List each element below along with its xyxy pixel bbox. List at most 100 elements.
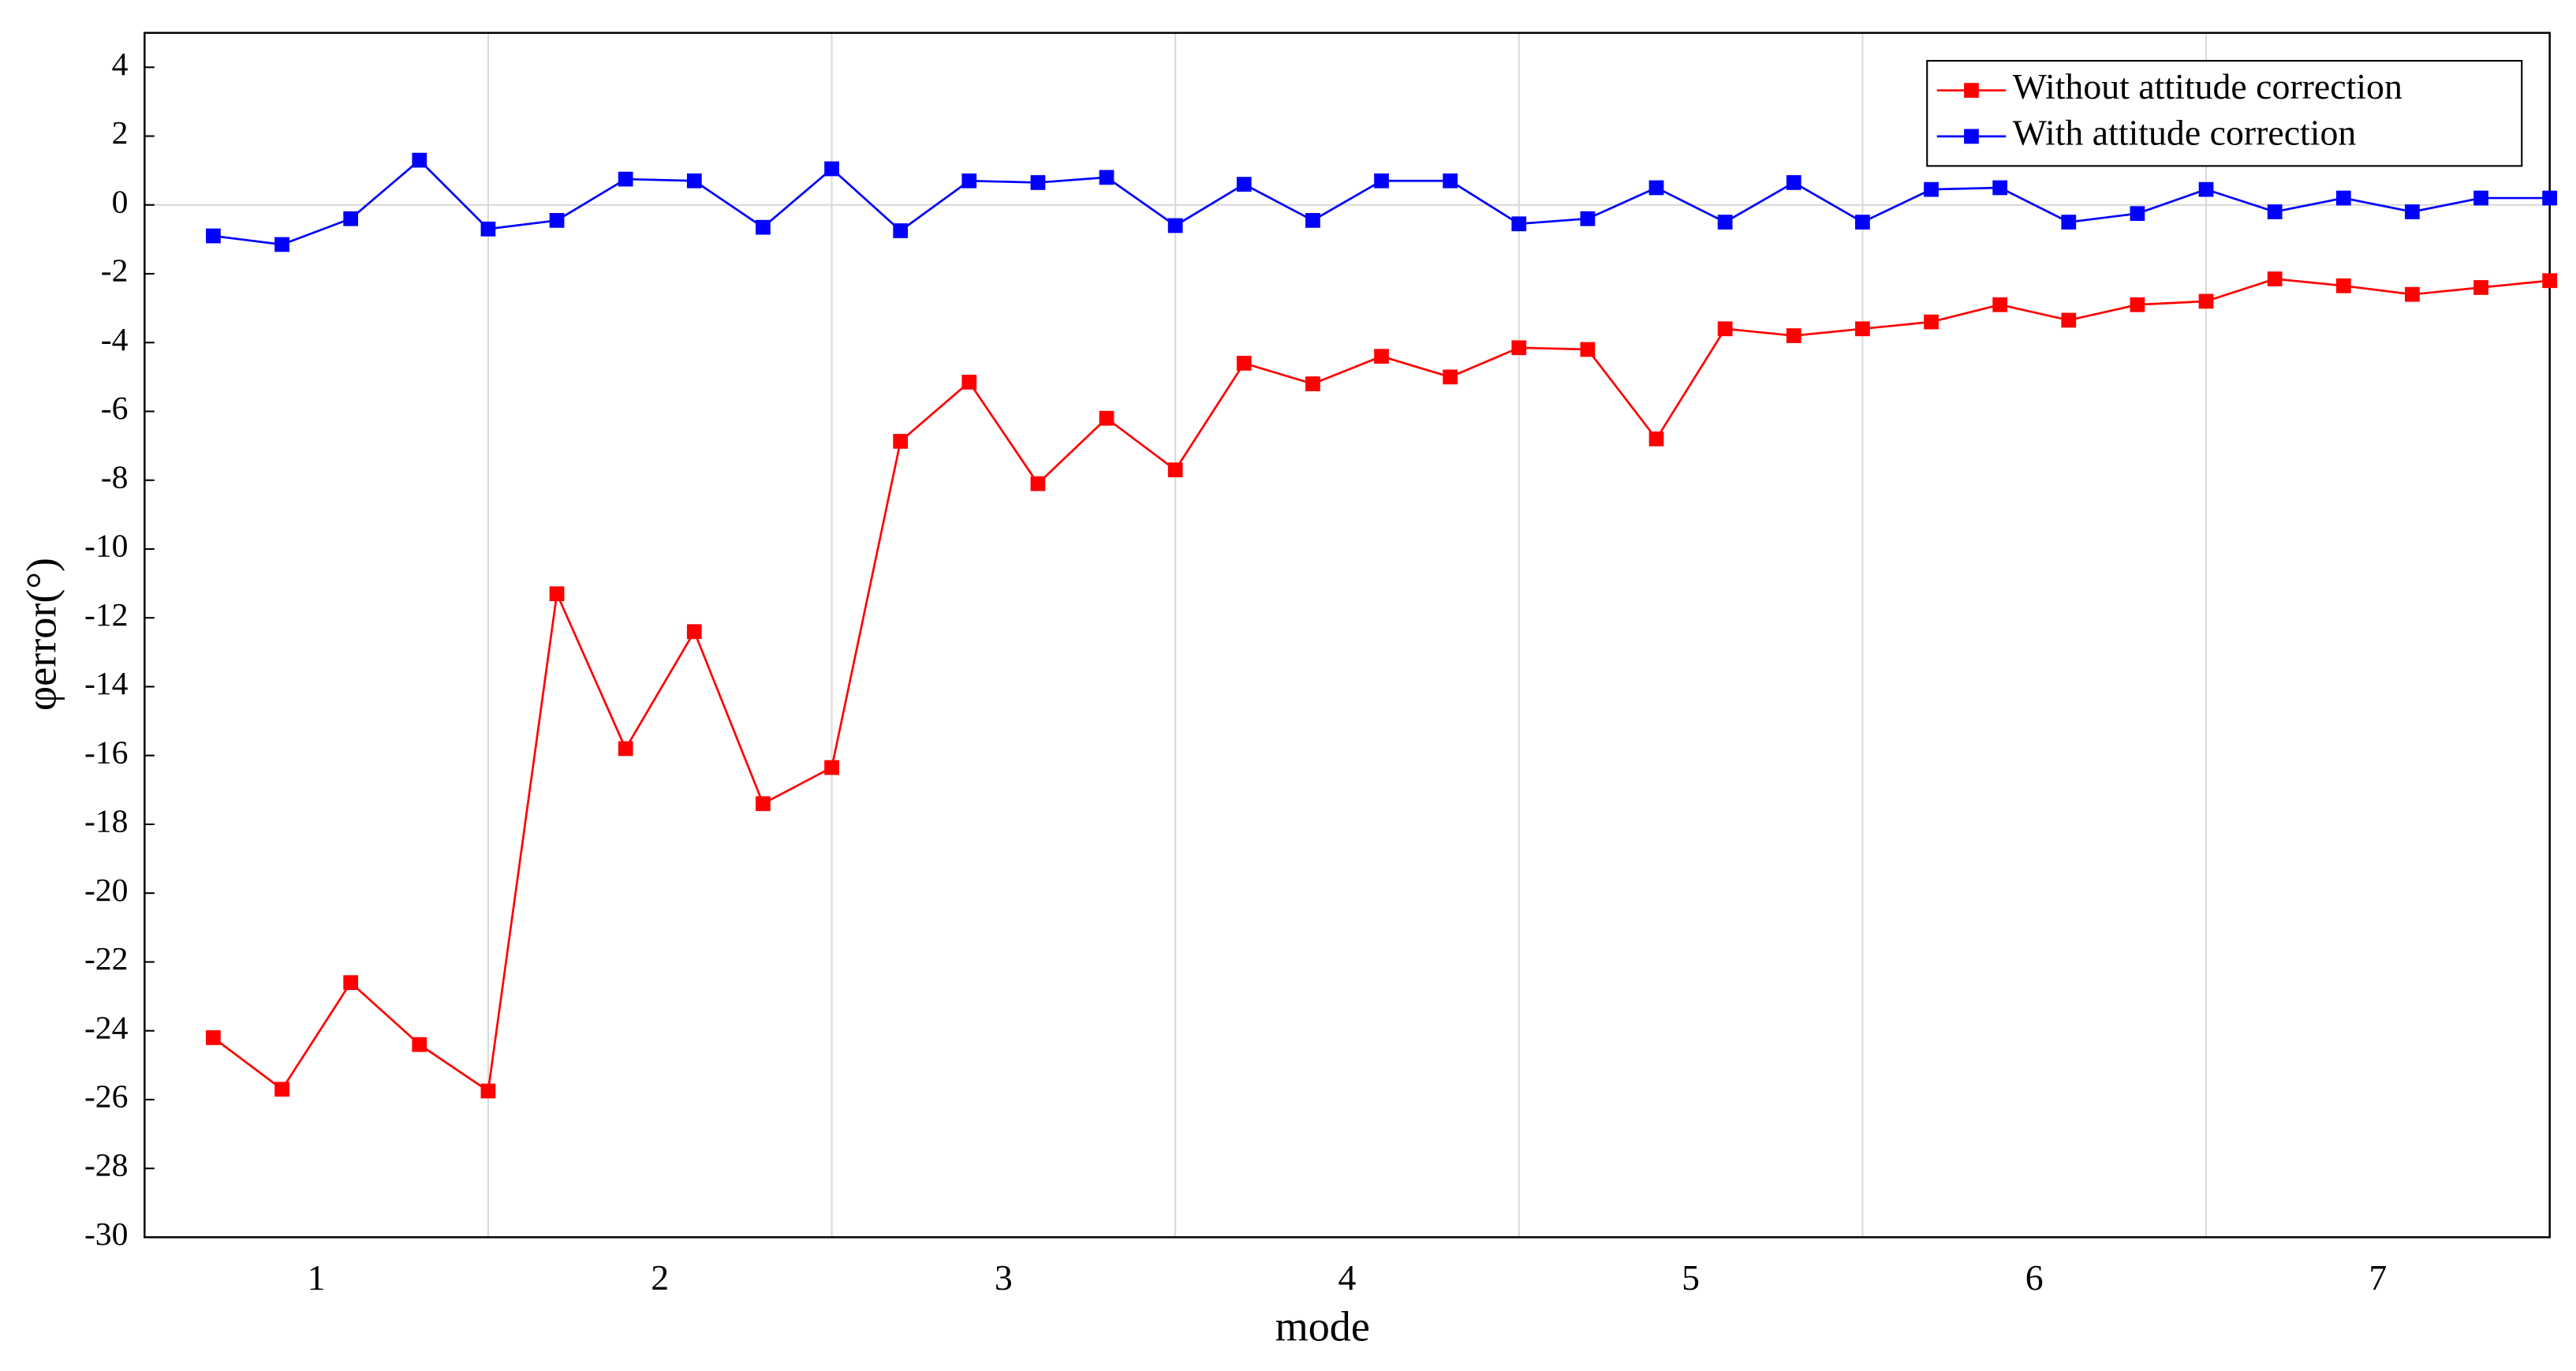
data-point xyxy=(2061,312,2077,328)
y-axis-label: φerror(°) xyxy=(18,558,65,711)
axes-box xyxy=(144,32,2551,1238)
data-point xyxy=(1030,175,1046,190)
data-point xyxy=(1580,211,1596,226)
data-point xyxy=(2405,204,2420,219)
data-point xyxy=(2130,297,2145,312)
data-point xyxy=(1924,181,1939,197)
y-tick-label: -2 xyxy=(101,253,129,290)
x-tick-label: 5 xyxy=(1682,1257,1700,1298)
y-tick-label: -28 xyxy=(84,1148,129,1184)
x-tick-label: 7 xyxy=(2369,1257,2387,1298)
data-point xyxy=(824,161,839,177)
y-tick-label: -26 xyxy=(84,1079,129,1115)
data-point xyxy=(1580,342,1596,357)
y-tick-label: -4 xyxy=(101,322,129,358)
data-point xyxy=(549,586,565,602)
y-tick-label: 0 xyxy=(112,184,129,220)
data-point xyxy=(961,375,977,390)
y-tick-label: -24 xyxy=(84,1010,129,1046)
data-point xyxy=(2130,206,2145,222)
y-tick-label: -6 xyxy=(101,390,129,427)
data-point xyxy=(1511,340,1527,356)
data-point xyxy=(2542,273,2558,289)
data-point xyxy=(343,211,359,226)
legend-box xyxy=(1926,60,2523,167)
legend-marker xyxy=(1964,129,1979,144)
data-point xyxy=(1167,462,1183,478)
data-point xyxy=(686,624,702,640)
data-point xyxy=(756,796,771,812)
data-point xyxy=(893,223,909,238)
y-tick-label: -30 xyxy=(84,1216,129,1253)
data-point xyxy=(2267,271,2283,286)
data-point xyxy=(206,228,221,244)
data-point xyxy=(1099,410,1114,426)
data-point xyxy=(686,173,702,189)
y-tick-label: 2 xyxy=(112,115,129,151)
y-tick-label: 4 xyxy=(112,47,129,83)
data-point xyxy=(343,975,359,991)
data-point xyxy=(756,219,771,235)
data-point xyxy=(1099,170,1114,185)
data-point xyxy=(1855,321,1870,337)
data-point xyxy=(2542,190,2558,206)
x-tick-label: 1 xyxy=(308,1257,326,1298)
data-point xyxy=(1305,213,1320,228)
x-tick-label: 4 xyxy=(1338,1257,1357,1298)
data-point xyxy=(2267,204,2283,219)
data-point xyxy=(274,237,289,252)
data-point xyxy=(480,221,496,237)
y-tick-label: -22 xyxy=(84,941,129,977)
data-point xyxy=(1717,215,1733,230)
data-point xyxy=(1992,297,2008,312)
data-point xyxy=(2335,278,2351,293)
legend-label: With attitude correction xyxy=(2013,112,2357,152)
y-tick-label: -8 xyxy=(101,459,129,495)
legend-label: Without attitude correction xyxy=(2013,66,2402,106)
x-tick-label: 3 xyxy=(995,1257,1013,1298)
data-point xyxy=(2198,293,2214,309)
data-point xyxy=(1924,314,1939,330)
y-tick-label: -20 xyxy=(84,872,129,909)
plot-area xyxy=(144,32,2550,1238)
y-tick-label: -10 xyxy=(84,529,129,565)
data-point xyxy=(1511,216,1527,232)
x-axis-label: mode xyxy=(1275,1303,1370,1350)
data-point xyxy=(2061,215,2077,230)
data-point xyxy=(1648,180,1664,196)
data-point xyxy=(1786,328,1801,343)
data-point xyxy=(618,741,633,756)
data-point xyxy=(412,1037,427,1052)
data-point xyxy=(1648,431,1664,446)
data-point xyxy=(1236,356,1252,371)
x-tick-label: 6 xyxy=(2025,1257,2044,1298)
data-point xyxy=(2335,190,2351,206)
data-point xyxy=(1717,321,1733,337)
data-point xyxy=(1443,369,1458,385)
x-tick-label: 2 xyxy=(651,1257,669,1298)
data-point xyxy=(1992,180,2008,196)
data-point xyxy=(274,1081,289,1097)
data-point xyxy=(824,760,839,775)
data-point xyxy=(1030,476,1046,491)
data-point xyxy=(2405,286,2420,302)
data-point xyxy=(2473,190,2488,206)
data-point xyxy=(893,434,909,449)
data-point xyxy=(1236,177,1252,192)
data-point xyxy=(1374,349,1389,364)
data-point xyxy=(1786,175,1801,190)
legend-marker xyxy=(1964,83,1979,98)
data-point xyxy=(206,1030,221,1045)
data-point xyxy=(412,152,427,168)
y-tick-label: -16 xyxy=(84,734,129,771)
data-point xyxy=(1855,215,1870,230)
data-point xyxy=(2198,181,2214,197)
data-point xyxy=(1305,376,1320,391)
data-point xyxy=(1167,218,1183,233)
data-point xyxy=(549,213,565,228)
legend: Without attitude correction With attitude… xyxy=(1926,60,2523,167)
y-tick-label: -14 xyxy=(84,666,129,702)
data-point xyxy=(480,1083,496,1099)
